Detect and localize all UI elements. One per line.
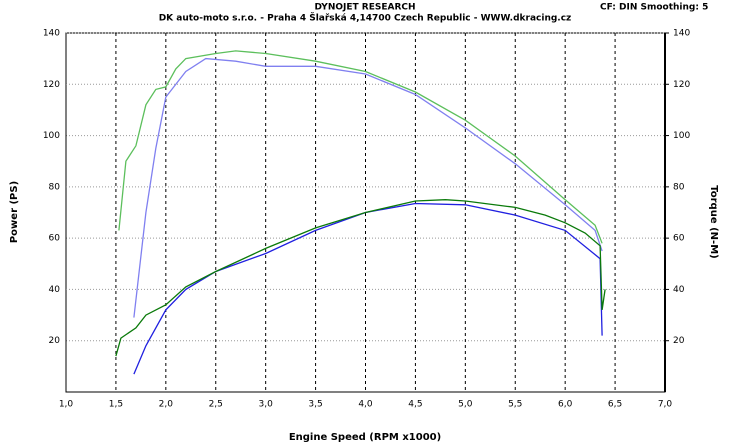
x-tick-label: 2,5 <box>209 400 223 410</box>
y2-axis-title: Torque (N-M) <box>708 185 719 258</box>
x-tick-label: 5,5 <box>508 400 522 410</box>
chart-title: DYNOJET RESEARCH <box>314 3 415 13</box>
data-line <box>118 50 603 244</box>
x-tick-label: 5,0 <box>458 400 473 410</box>
x-tick-label: 4,0 <box>358 400 373 410</box>
y2-tick-label: 20 <box>673 336 685 346</box>
y2-tick-label: 60 <box>673 234 685 244</box>
y-tick-label: 100 <box>43 131 60 141</box>
x-tick-label: 1,0 <box>59 400 74 410</box>
y-tick-label: 40 <box>49 285 61 295</box>
x-tick-label: 2,0 <box>159 400 174 410</box>
x-tick-label: 1,5 <box>109 400 123 410</box>
x-axis-title: Engine Speed (RPM x1000) <box>289 432 441 443</box>
y2-tick-label: 140 <box>673 29 690 39</box>
y2-tick-label: 80 <box>673 182 685 192</box>
data-line <box>115 199 606 357</box>
data-line <box>133 202 603 375</box>
y2-tick-label: 40 <box>673 285 685 295</box>
y-axis-title: Power (PS) <box>9 181 20 243</box>
settings-note: CF: DIN Smoothing: 5 <box>600 3 708 13</box>
x-tick-label: 7,0 <box>658 400 673 410</box>
y-tick-label: 20 <box>49 336 61 346</box>
y-tick-label: 80 <box>49 182 61 192</box>
x-tick-label: 6,0 <box>558 400 573 410</box>
y2-tick-label: 100 <box>673 131 690 141</box>
y2-tick-label: 120 <box>673 80 690 90</box>
x-tick-label: 6,5 <box>608 400 622 410</box>
y-tick-label: 140 <box>43 29 60 39</box>
y-tick-label: 60 <box>49 234 61 244</box>
chart-subtitle: DK auto-moto s.r.o. - Praha 4 Šlařská 4,… <box>159 12 572 24</box>
data-line <box>133 57 603 318</box>
x-tick-label: 4,5 <box>408 400 422 410</box>
x-tick-label: 3,5 <box>308 400 322 410</box>
y-tick-label: 120 <box>43 80 60 90</box>
x-tick-label: 3,0 <box>259 400 274 410</box>
